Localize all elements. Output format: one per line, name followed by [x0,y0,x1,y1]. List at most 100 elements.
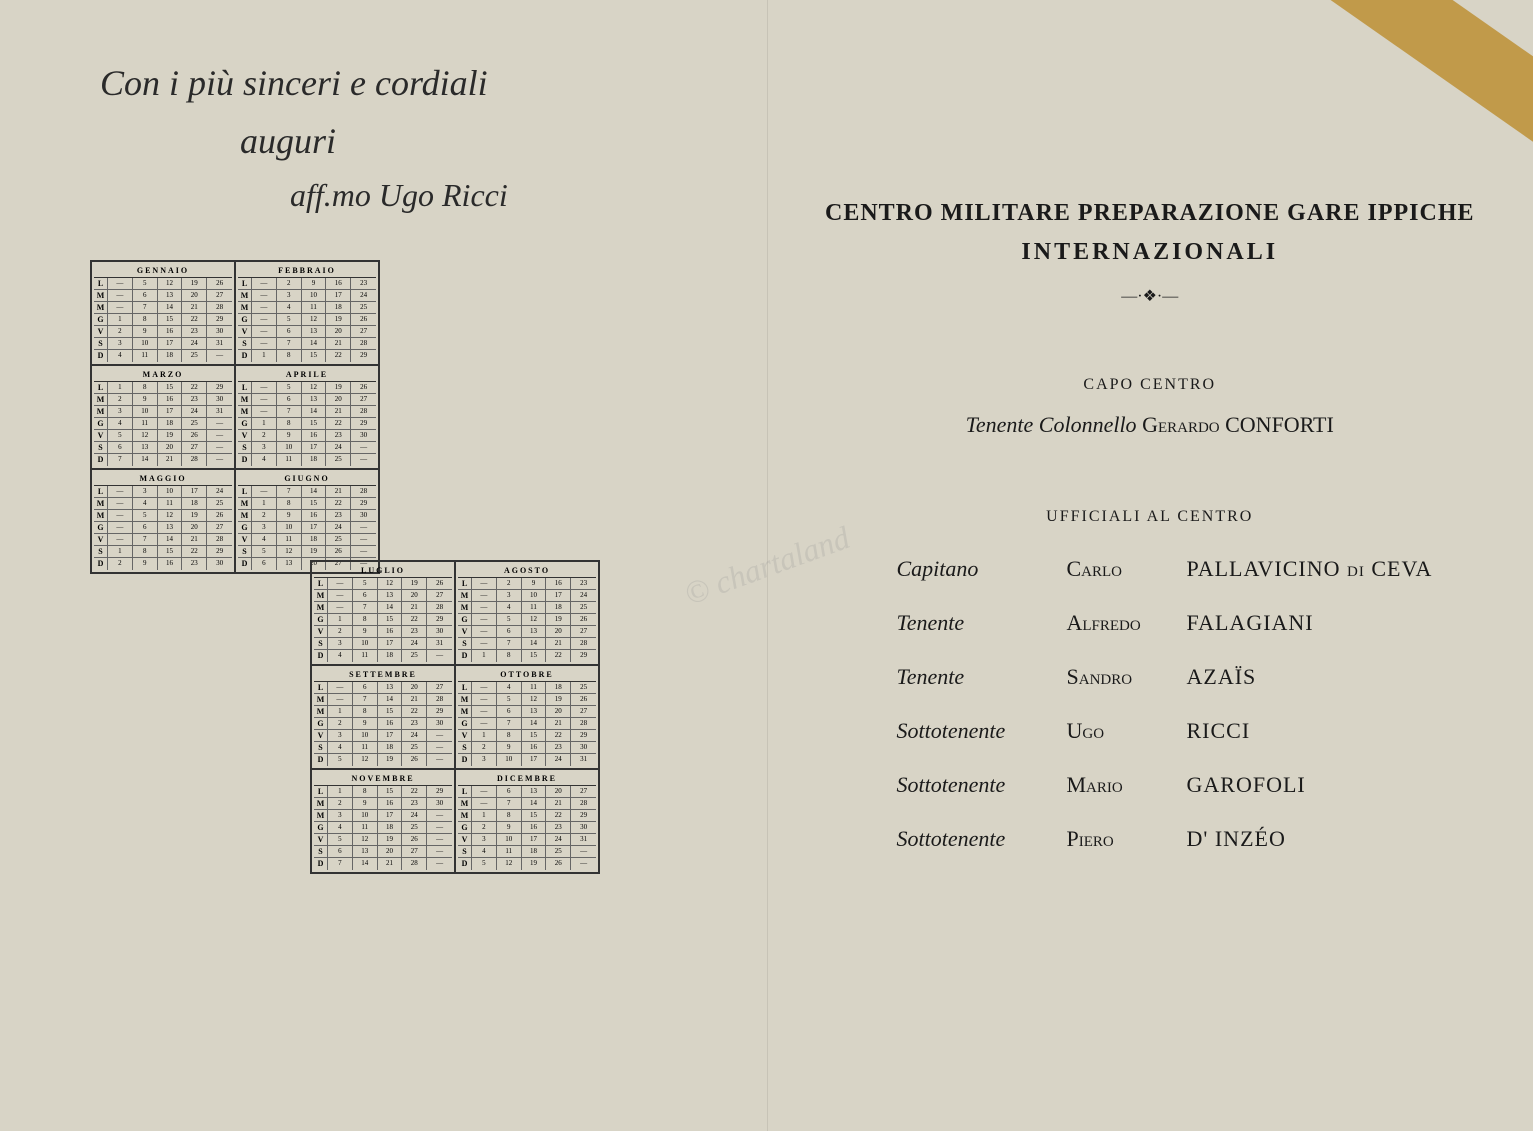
day-number: — [472,602,497,613]
day-number: — [472,786,497,797]
day-number: 11 [158,498,183,509]
day-number: 7 [328,858,353,870]
day-number: 19 [522,858,547,870]
day-number: 28 [351,338,376,349]
day-number: 12 [158,510,183,521]
day-label: S [238,546,252,557]
day-row: M—5121926 [458,694,596,706]
day-grid: L—291623M—3101724M—4111825G—5121926V—613… [238,278,376,362]
officer-row: TenenteSandroAZAÏS [897,664,1484,690]
calendar-month: GIUGNOL—7142128M18152229M29162330G310172… [235,469,379,573]
day-number: 20 [546,626,571,637]
day-row: M18152229 [238,498,376,510]
day-row: M3101724— [314,810,452,822]
day-row: D5121926— [458,858,596,870]
day-row: G—5121926 [238,314,376,326]
day-number: — [252,278,277,289]
day-number: 8 [277,350,302,362]
month-name: LUGLIO [314,564,452,578]
day-grid: L—6132027M—7142128M18152229G29162330V310… [458,786,596,870]
month-name: GIUGNO [238,472,376,486]
officer-row: SottotenenteMarioGAROFOLI [897,772,1484,798]
day-number: 28 [427,602,452,613]
day-number: 8 [277,418,302,429]
day-label: S [314,742,328,753]
day-number: 26 [402,754,427,766]
day-number: 22 [546,730,571,741]
day-row: M—4111825 [238,302,376,314]
day-row: S—7142128 [458,638,596,650]
day-number: — [427,846,452,857]
day-row: M—6132027 [458,706,596,718]
day-row: M18152229 [458,810,596,822]
day-number: — [207,350,232,362]
day-label: M [238,406,252,417]
day-number: 15 [378,786,403,797]
officer-row: SottotenenteUgoRICCI [897,718,1484,744]
day-number: — [472,638,497,649]
day-number: 9 [133,326,158,337]
month-name: NOVEMBRE [314,772,452,786]
day-number: 6 [353,682,378,693]
day-number: 19 [326,382,351,393]
day-row: D310172431 [458,754,596,766]
day-number: — [207,430,232,441]
right-page: CENTRO MILITARE PREPARAZIONE GARE IPPICH… [767,0,1533,1131]
day-number: — [427,822,452,833]
day-number: 23 [326,510,351,521]
day-label: L [314,786,328,797]
ornament-divider: —·❖·— [817,286,1484,306]
day-number: — [472,626,497,637]
day-number: 5 [252,546,277,557]
day-number: 4 [133,498,158,509]
day-number: 22 [326,418,351,429]
day-number: 14 [158,534,183,545]
day-label: L [458,682,472,693]
day-number: 27 [207,290,232,301]
day-label: M [94,498,108,509]
day-label: L [238,382,252,393]
day-number: 3 [497,590,522,601]
day-number: 20 [546,786,571,797]
day-number: 4 [108,350,133,362]
day-label: G [238,314,252,325]
day-number: — [108,290,133,301]
day-number: 11 [522,682,547,693]
day-number: 18 [378,650,403,662]
day-number: 9 [497,742,522,753]
officer-surname: AZAÏS [1187,664,1257,690]
day-number: 18 [546,602,571,613]
day-number: 21 [326,406,351,417]
day-row: M29162330 [314,798,452,810]
day-number: 18 [302,454,327,466]
day-label: G [94,522,108,533]
day-number: 19 [402,578,427,589]
day-label: S [94,546,108,557]
day-label: M [238,510,252,521]
day-number: 17 [378,638,403,649]
officers-section-label: UFFICIALI AL CENTRO [817,508,1484,526]
day-row: S—7142128 [238,338,376,350]
day-label: M [314,798,328,809]
day-number: 17 [302,442,327,453]
day-number: 19 [546,694,571,705]
day-number: — [108,486,133,497]
day-number: 5 [497,694,522,705]
day-number: 16 [302,510,327,521]
day-number: 30 [351,430,376,441]
day-number: 26 [207,510,232,521]
day-number: 21 [182,302,207,313]
day-row: G4111825— [94,418,232,430]
day-label: D [238,350,252,362]
day-number: 14 [133,454,158,466]
calendar-month: SETTEMBREL—6132027M—7142128M18152229G291… [311,665,455,769]
day-number: 8 [133,546,158,557]
day-number: 9 [353,626,378,637]
day-grid: L—4111825M—5121926M—6132027G—7142128V181… [458,682,596,766]
day-row: M—7142128 [94,302,232,314]
day-row: S5121926— [238,546,376,558]
day-row: D4111825— [94,350,232,362]
day-row: G—5121926 [458,614,596,626]
day-number: 19 [182,510,207,521]
day-row: G—6132027 [94,522,232,534]
